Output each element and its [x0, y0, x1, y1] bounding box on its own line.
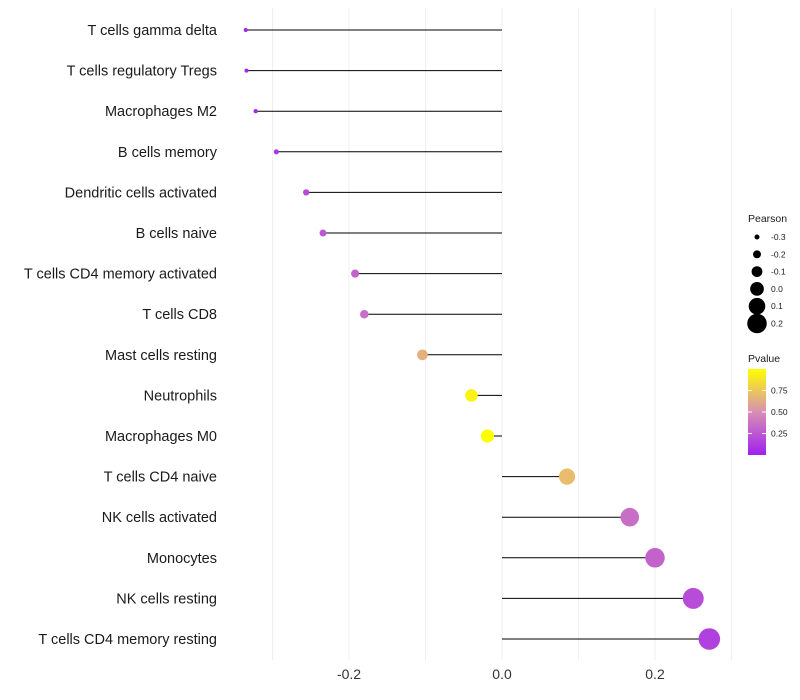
data-point — [244, 68, 249, 73]
data-point — [243, 28, 248, 32]
category-label: T cells CD4 memory resting — [38, 632, 217, 648]
pearson-legend-key — [747, 313, 767, 334]
pvalue-legend: Pvalue 0.75 0.50 0.25 — [748, 353, 788, 455]
pearson-legend-label: 0.2 — [771, 319, 783, 329]
pearson-legend-key — [754, 234, 760, 240]
category-label: Macrophages M0 — [105, 429, 217, 445]
pearson-legend-label: 0.0 — [771, 284, 783, 294]
pearson-legend-key — [753, 250, 761, 259]
category-label: Neutrophils — [144, 388, 217, 404]
points — [243, 28, 721, 650]
pvalue-legend-label: 0.25 — [771, 429, 788, 439]
stems — [245, 29, 710, 640]
pearson-legend-key — [748, 297, 766, 315]
category-label: T cells CD4 memory activated — [24, 267, 217, 283]
data-point — [620, 507, 640, 527]
category-label: NK cells activated — [102, 510, 217, 526]
data-point — [273, 149, 279, 155]
data-point — [253, 109, 258, 114]
category-label: B cells naive — [136, 226, 217, 242]
pearson-legend-title: Pearson — [748, 213, 787, 225]
category-label: Dendritic cells activated — [65, 185, 217, 201]
pearson-legend-label: -0.3 — [771, 232, 786, 242]
data-point — [465, 389, 478, 402]
category-label: Monocytes — [147, 551, 217, 567]
category-label: T cells regulatory Tregs — [67, 64, 217, 80]
pearson-legend-key — [751, 266, 763, 278]
category-label: T cells CD4 naive — [104, 470, 217, 486]
x-axis-ticks: -0.2 0.0 0.2 — [337, 666, 665, 682]
pearson-legend-label: -0.1 — [771, 267, 786, 277]
data-point — [360, 309, 369, 319]
x-tick-label: -0.2 — [337, 666, 361, 682]
data-point — [319, 229, 327, 237]
category-label: NK cells resting — [116, 591, 217, 607]
category-label: T cells gamma delta — [88, 23, 218, 39]
pvalue-colorbar — [748, 369, 766, 455]
pearson-legend-key — [750, 282, 764, 296]
data-point — [303, 189, 310, 196]
data-point — [480, 429, 495, 443]
y-axis-labels: T cells gamma delta T cells regulatory Tr… — [24, 23, 218, 648]
x-tick-label: 0.0 — [492, 666, 512, 682]
data-point — [558, 468, 576, 485]
pvalue-legend-title: Pvalue — [748, 353, 780, 365]
category-label: T cells CD8 — [142, 307, 217, 323]
category-label: B cells memory — [118, 145, 218, 161]
data-point — [645, 548, 665, 568]
pearson-legend-label: -0.2 — [771, 249, 786, 259]
pvalue-legend-label: 0.50 — [771, 407, 788, 417]
grid — [272, 8, 732, 660]
pvalue-legend-label: 0.75 — [771, 386, 788, 396]
category-label: Mast cells resting — [105, 348, 217, 364]
category-label: Macrophages M2 — [105, 104, 217, 120]
x-tick-label: 0.2 — [645, 666, 665, 682]
data-point — [351, 269, 360, 278]
pearson-legend: Pearson -0.3 -0.2 -0.1 0.0 0.1 0.2 — [747, 213, 787, 334]
data-point — [698, 628, 721, 650]
data-point — [682, 587, 704, 609]
pearson-legend-label: 0.1 — [771, 301, 783, 311]
data-point — [417, 349, 428, 361]
